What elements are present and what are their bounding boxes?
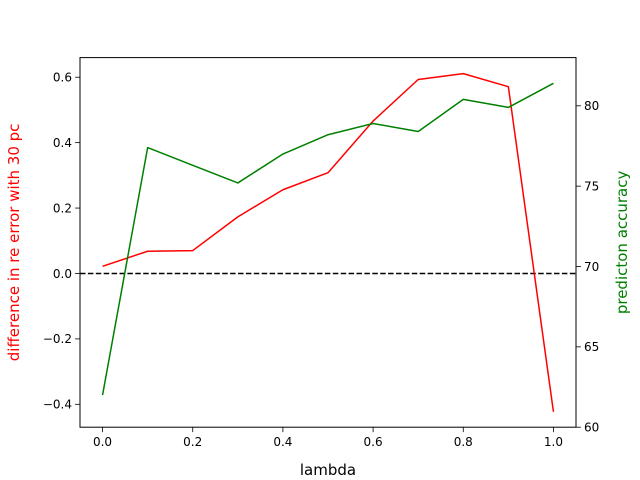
right-y-tick-label: 70 xyxy=(584,260,599,274)
left-y-tick-label: −0.4 xyxy=(43,398,72,412)
series-line-right-axis xyxy=(101,82,554,396)
x-tick-label: 0.4 xyxy=(273,435,292,449)
x-tick-label: 0.6 xyxy=(364,435,383,449)
right-y-tick-label: 60 xyxy=(584,421,599,435)
left-y-tick-label: −0.2 xyxy=(43,332,72,346)
x-axis-title: lambda xyxy=(300,461,356,479)
left-y-axis: −0.4 −0.2 0.0 0.2 0.4 0.6 xyxy=(43,71,80,412)
x-tick-label: 0.2 xyxy=(183,435,202,449)
series-layer xyxy=(101,72,555,412)
x-axis: 0.0 0.2 0.4 0.6 0.8 1.0 xyxy=(93,427,563,449)
plot-frame xyxy=(79,57,577,428)
x-tick-label: 0.0 xyxy=(93,435,112,449)
left-y-axis-title: difference in re error with 30 pc xyxy=(5,124,23,362)
series-line-left-axis xyxy=(102,72,555,412)
right-y-tick-label: 80 xyxy=(584,99,599,113)
right-y-tick-label: 75 xyxy=(584,179,599,193)
right-y-tick-label: 65 xyxy=(584,340,599,354)
left-y-tick-label: 0.0 xyxy=(53,267,72,281)
x-tick-label: 0.8 xyxy=(454,435,473,449)
left-y-tick-label: 0.4 xyxy=(53,136,72,150)
right-y-axis: 60 65 70 75 80 xyxy=(576,99,599,435)
left-y-tick-label: 0.6 xyxy=(53,71,72,85)
right-y-axis-title: predicton accuracy xyxy=(613,171,631,315)
x-tick-label: 1.0 xyxy=(544,435,563,449)
left-y-tick-label: 0.2 xyxy=(53,201,72,215)
